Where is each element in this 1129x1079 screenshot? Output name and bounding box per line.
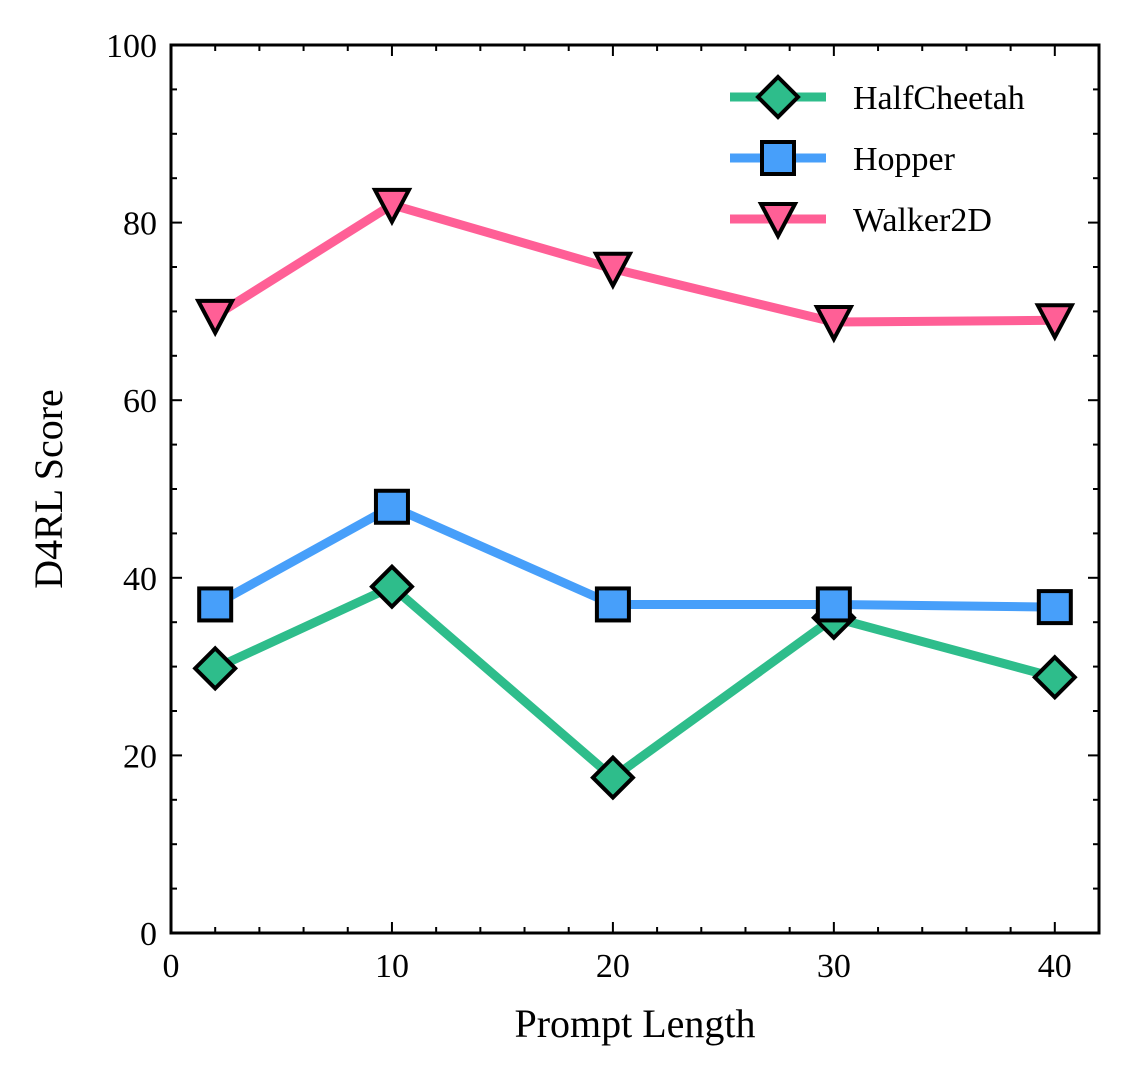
series-line-hopper [210, 502, 1060, 612]
legend-marker-square [760, 140, 796, 176]
data-point-halfcheetah [590, 754, 636, 801]
y-tick-label: 20 [123, 738, 157, 775]
data-point-hopper [197, 586, 234, 623]
data-point-walker2d [592, 251, 634, 291]
y-tick-label: 60 [123, 383, 157, 420]
legend-marker-diamond [755, 74, 801, 120]
data-point-hopper [1036, 589, 1073, 626]
data-point-hopper [815, 586, 852, 623]
x-axis-title: Prompt Length [514, 1001, 755, 1046]
data-point-halfcheetah [369, 563, 415, 610]
legend: HalfCheetah Hopper Walker2D [730, 74, 1025, 241]
legend-label: Walker2D [853, 202, 992, 239]
legend-item-halfcheetah: HalfCheetah [730, 74, 1025, 120]
data-point-walker2d [1034, 303, 1076, 342]
y-tick-label: 0 [140, 916, 157, 953]
y-axis-title: D4RL Score [26, 389, 71, 589]
legend-label: Hopper [853, 141, 956, 178]
series-hopper [197, 488, 1073, 626]
series-walker2d [194, 187, 1076, 344]
y-tick-label: 80 [123, 206, 157, 243]
plot-frame [169, 43, 1101, 935]
series-line-halfcheetah [210, 582, 1060, 783]
data-point-walker2d [813, 305, 855, 344]
x-tick-label: 10 [375, 948, 409, 985]
x-tick-label: 0 [163, 948, 180, 985]
x-tick-label: 40 [1038, 948, 1072, 985]
y-tick-label: 40 [123, 561, 157, 598]
legend-item-walker2d: Walker2D [730, 202, 992, 241]
data-point-halfcheetah [192, 645, 239, 692]
x-tick-label: 30 [817, 948, 851, 985]
data-point-walker2d [371, 187, 413, 227]
legend-label: HalfCheetah [853, 80, 1025, 117]
axis-ticks: 0 10 20 30 40 0 20 40 60 80 100 [106, 28, 1099, 985]
legend-item-hopper: Hopper [730, 140, 956, 178]
data-point-hopper [594, 586, 631, 623]
y-tick-label: 100 [106, 28, 157, 65]
data-point-walker2d [194, 298, 236, 338]
plot-series [192, 187, 1078, 801]
legend-marker-triangle-down [757, 202, 799, 241]
x-tick-label: 20 [596, 948, 630, 985]
data-point-halfcheetah [1031, 654, 1078, 701]
data-point-hopper [373, 488, 410, 525]
